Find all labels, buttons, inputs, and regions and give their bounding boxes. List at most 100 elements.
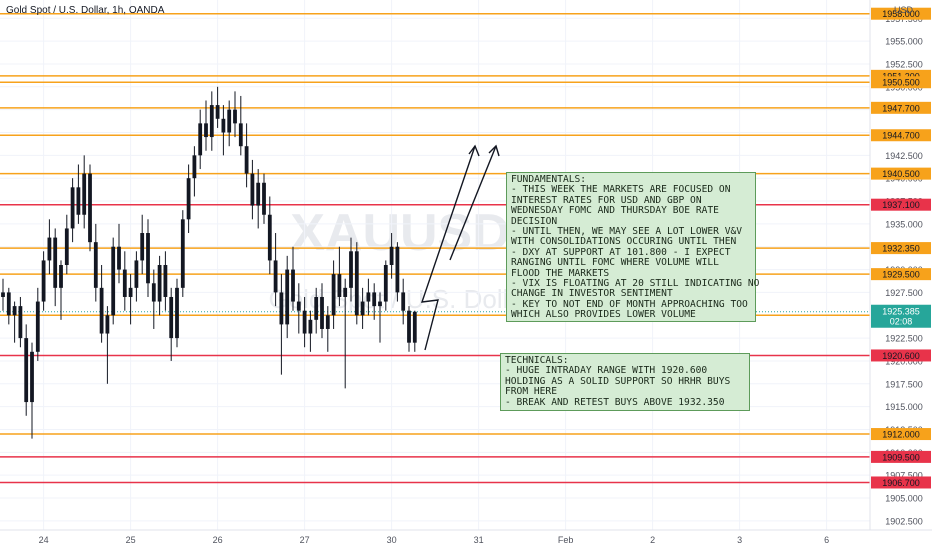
time-axis[interactable]: 24 25 26 27 30 31 Feb 2 3 6: [39, 535, 830, 545]
candle-body: [349, 251, 353, 288]
level-price-text: 1947.700: [882, 103, 920, 113]
x-tick-label: 25: [126, 535, 136, 545]
fundamentals-note[interactable]: FUNDAMENTALS: - THIS WEEK THE MARKETS ARE…: [506, 172, 760, 322]
candle: [291, 246, 295, 311]
level-price-text: 1958.000: [882, 9, 920, 19]
candle-body: [320, 296, 324, 329]
candle-body: [337, 274, 342, 297]
level-price-text: 1912.000: [882, 430, 920, 440]
candle-body: [372, 292, 377, 307]
candle: [244, 123, 249, 188]
candle-body: [401, 292, 406, 311]
note-line: HOLDING AS A SOLID SUPPORT SO HRHR BUYS: [505, 375, 731, 387]
y-tick-label: 1915.000: [885, 402, 923, 412]
note-line: INTEREST RATES FOR USD AND GBP ON: [511, 194, 702, 206]
candle: [407, 306, 411, 352]
y-tick-label: 1935.000: [885, 219, 923, 229]
candle: [53, 228, 58, 307]
note-line: - VIX IS FLOATING AT 20 STILL INDICATING…: [511, 278, 760, 290]
projection-arrow-1[interactable]: [420, 145, 476, 351]
candle: [389, 233, 394, 279]
x-tick-label: 31: [474, 535, 484, 545]
candle: [354, 242, 359, 325]
candle-body: [134, 260, 139, 288]
level-price-tag: [871, 7, 931, 20]
candle-body: [221, 118, 226, 133]
candle: [412, 310, 417, 352]
x-tick-label: 24: [39, 535, 49, 545]
candle-body: [238, 123, 243, 147]
candle: [59, 260, 63, 320]
note-line: WEDNESDAY FOMC AND THURSDAY BOE RATE: [511, 205, 719, 217]
candle-body: [389, 246, 394, 265]
y-tick-label: 1942.500: [885, 151, 923, 161]
candle-body: [209, 105, 214, 138]
candle-body: [383, 265, 388, 302]
level-price-text: 1920.600: [882, 351, 920, 361]
candle: [372, 283, 377, 320]
candle-body: [88, 173, 92, 243]
candle: [198, 109, 203, 170]
candle-body: [93, 242, 98, 288]
candle: [146, 219, 150, 297]
candle: [18, 296, 23, 348]
candle-body: [175, 287, 179, 339]
candle: [192, 146, 197, 197]
candle: [12, 301, 17, 343]
x-tick-label: Feb: [558, 535, 574, 545]
level-price-tag: [871, 349, 931, 362]
candle-body: [314, 296, 319, 320]
candle-body: [256, 182, 261, 206]
currency-label: USD: [894, 5, 914, 15]
candle: [320, 283, 324, 339]
candle: [349, 237, 353, 302]
candle: [238, 95, 243, 156]
candle-body: [366, 292, 371, 302]
technicals-note[interactable]: TECHNICALS: - HUGE INTRADAY RANGE WITH 19…: [500, 353, 750, 411]
level-price-text: 1906.700: [882, 478, 920, 488]
candle: [285, 255, 290, 339]
candle-body: [296, 301, 301, 311]
candle: [1, 278, 5, 311]
price-labels: 1958.0001951.2001950.5001947.7001944.700…: [871, 7, 931, 489]
candle: [314, 287, 319, 334]
level-price-text: 1932.350: [882, 244, 920, 254]
arrowhead-1: [468, 144, 480, 157]
level-price-text: 1950.500: [882, 78, 920, 88]
level-price-label: 1932.350: [871, 242, 931, 255]
candle: [70, 178, 75, 243]
note-line: - KEY TO NOT END OF MONTH APPROACHING TO…: [511, 298, 748, 310]
candle: [134, 251, 139, 302]
note-line: FUNDAMENTALS:: [511, 174, 587, 185]
candle-body: [163, 265, 168, 297]
candle: [360, 287, 365, 329]
candle-body: [70, 187, 75, 229]
note-line: TECHNICALS:: [505, 355, 569, 366]
candle: [41, 251, 46, 311]
candle-body: [354, 251, 359, 316]
candle-body: [198, 123, 203, 156]
candle-body: [30, 351, 34, 403]
note-line: FROM HERE: [505, 386, 557, 398]
candle-body: [262, 182, 266, 215]
candle-body: [186, 178, 191, 220]
candle-body: [1, 292, 5, 297]
projection-arrows[interactable]: [420, 144, 500, 351]
candle-body: [146, 233, 150, 284]
note-line: DECISION: [511, 215, 558, 227]
candle: [76, 164, 81, 224]
candle: [163, 251, 168, 311]
candle: [366, 278, 371, 316]
level-price-label: 1944.700: [871, 129, 931, 142]
candle: [337, 246, 342, 307]
candle: [209, 91, 214, 151]
projection-arrow-2[interactable]: [449, 145, 497, 261]
level-price-text: 1940.500: [882, 169, 920, 179]
candle: [47, 219, 52, 275]
level-price-text: 1937.100: [882, 200, 920, 210]
candle: [180, 210, 185, 297]
candle: [105, 306, 110, 384]
last-price-text: 1925.385: [882, 307, 920, 317]
candle: [6, 287, 11, 325]
